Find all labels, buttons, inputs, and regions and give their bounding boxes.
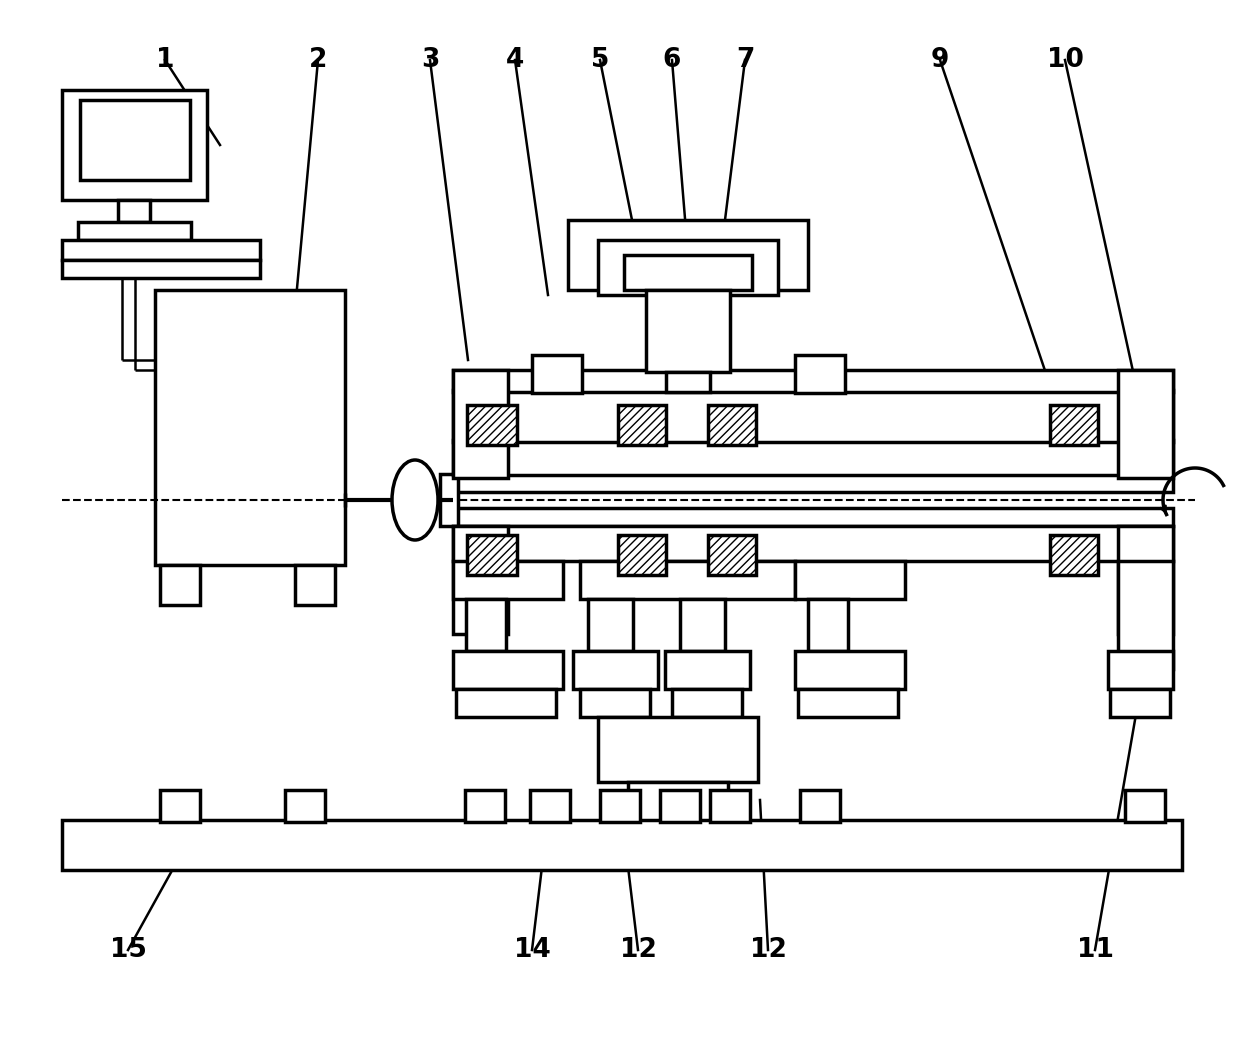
Bar	[453, 561, 563, 599]
Text: 4: 4	[506, 47, 525, 73]
Text: 9: 9	[931, 47, 949, 73]
Bar	[680, 599, 725, 651]
Bar	[453, 474, 1173, 492]
Bar	[808, 599, 848, 651]
Bar	[672, 689, 742, 717]
Bar	[160, 565, 200, 605]
Bar	[62, 90, 207, 200]
Bar	[665, 651, 750, 689]
Bar	[580, 689, 650, 717]
Bar	[532, 355, 582, 393]
Bar	[440, 474, 458, 526]
Bar	[118, 200, 150, 222]
Bar	[708, 405, 756, 445]
Bar	[580, 561, 795, 599]
Bar	[618, 535, 666, 575]
Bar	[467, 405, 517, 445]
Bar	[1110, 689, 1171, 717]
Bar	[1050, 405, 1097, 445]
Bar	[466, 599, 506, 651]
Bar	[453, 440, 1173, 475]
Bar	[453, 651, 563, 689]
Text: 5: 5	[590, 47, 609, 73]
Bar	[155, 290, 345, 565]
Bar	[598, 240, 777, 295]
Bar	[666, 372, 711, 392]
Bar	[795, 561, 905, 599]
Bar	[795, 651, 905, 689]
Bar	[62, 820, 1182, 870]
Bar	[795, 355, 844, 393]
Bar	[799, 689, 898, 717]
Text: 3: 3	[420, 47, 439, 73]
Bar	[1118, 526, 1173, 634]
Bar	[456, 689, 556, 717]
Bar	[467, 535, 517, 575]
Bar	[1118, 370, 1173, 478]
Text: 10: 10	[1047, 47, 1084, 73]
Bar	[453, 508, 1173, 526]
Bar	[78, 222, 191, 240]
Bar	[646, 290, 730, 372]
Bar	[295, 565, 335, 605]
Bar	[453, 390, 1173, 442]
Bar	[1125, 790, 1166, 822]
Bar	[660, 790, 701, 822]
Bar	[618, 405, 666, 445]
Bar	[62, 260, 260, 278]
Bar	[465, 790, 505, 822]
Text: 12: 12	[749, 937, 786, 963]
Bar	[708, 535, 756, 575]
Bar	[598, 717, 758, 782]
Bar	[453, 370, 508, 478]
Bar	[627, 782, 728, 827]
Bar	[624, 255, 751, 290]
Bar	[81, 100, 190, 180]
Bar	[62, 240, 260, 260]
Text: 6: 6	[663, 47, 681, 73]
Text: 12: 12	[620, 937, 656, 963]
Bar	[1109, 651, 1173, 689]
Text: 11: 11	[1076, 937, 1114, 963]
Bar	[453, 526, 1173, 561]
Bar	[285, 790, 325, 822]
Bar	[1118, 561, 1173, 669]
Text: 1: 1	[156, 47, 175, 73]
Bar	[600, 790, 640, 822]
Bar	[1050, 535, 1097, 575]
Bar	[711, 790, 750, 822]
Bar	[160, 790, 200, 822]
Text: 14: 14	[513, 937, 551, 963]
Bar	[529, 790, 570, 822]
Bar	[573, 651, 658, 689]
Bar	[453, 526, 508, 634]
Bar	[800, 790, 839, 822]
Bar	[588, 599, 632, 651]
Text: 15: 15	[109, 937, 146, 963]
Text: 7: 7	[735, 47, 754, 73]
Text: 2: 2	[309, 47, 327, 73]
Ellipse shape	[392, 460, 438, 540]
Bar	[568, 220, 808, 290]
Bar	[453, 370, 1173, 392]
